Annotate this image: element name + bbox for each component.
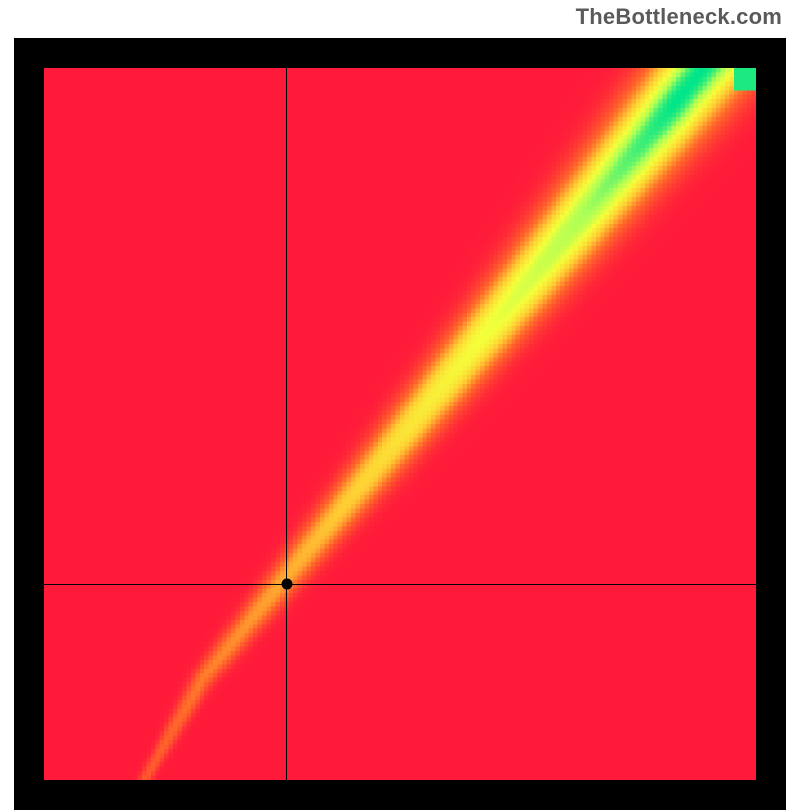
heatmap-canvas (44, 68, 756, 780)
crosshair-horizontal (44, 584, 756, 585)
crosshair-marker (281, 579, 292, 590)
crosshair-vertical (286, 68, 287, 780)
heatmap-plot (44, 68, 756, 780)
attribution-text: TheBottleneck.com (576, 4, 782, 30)
